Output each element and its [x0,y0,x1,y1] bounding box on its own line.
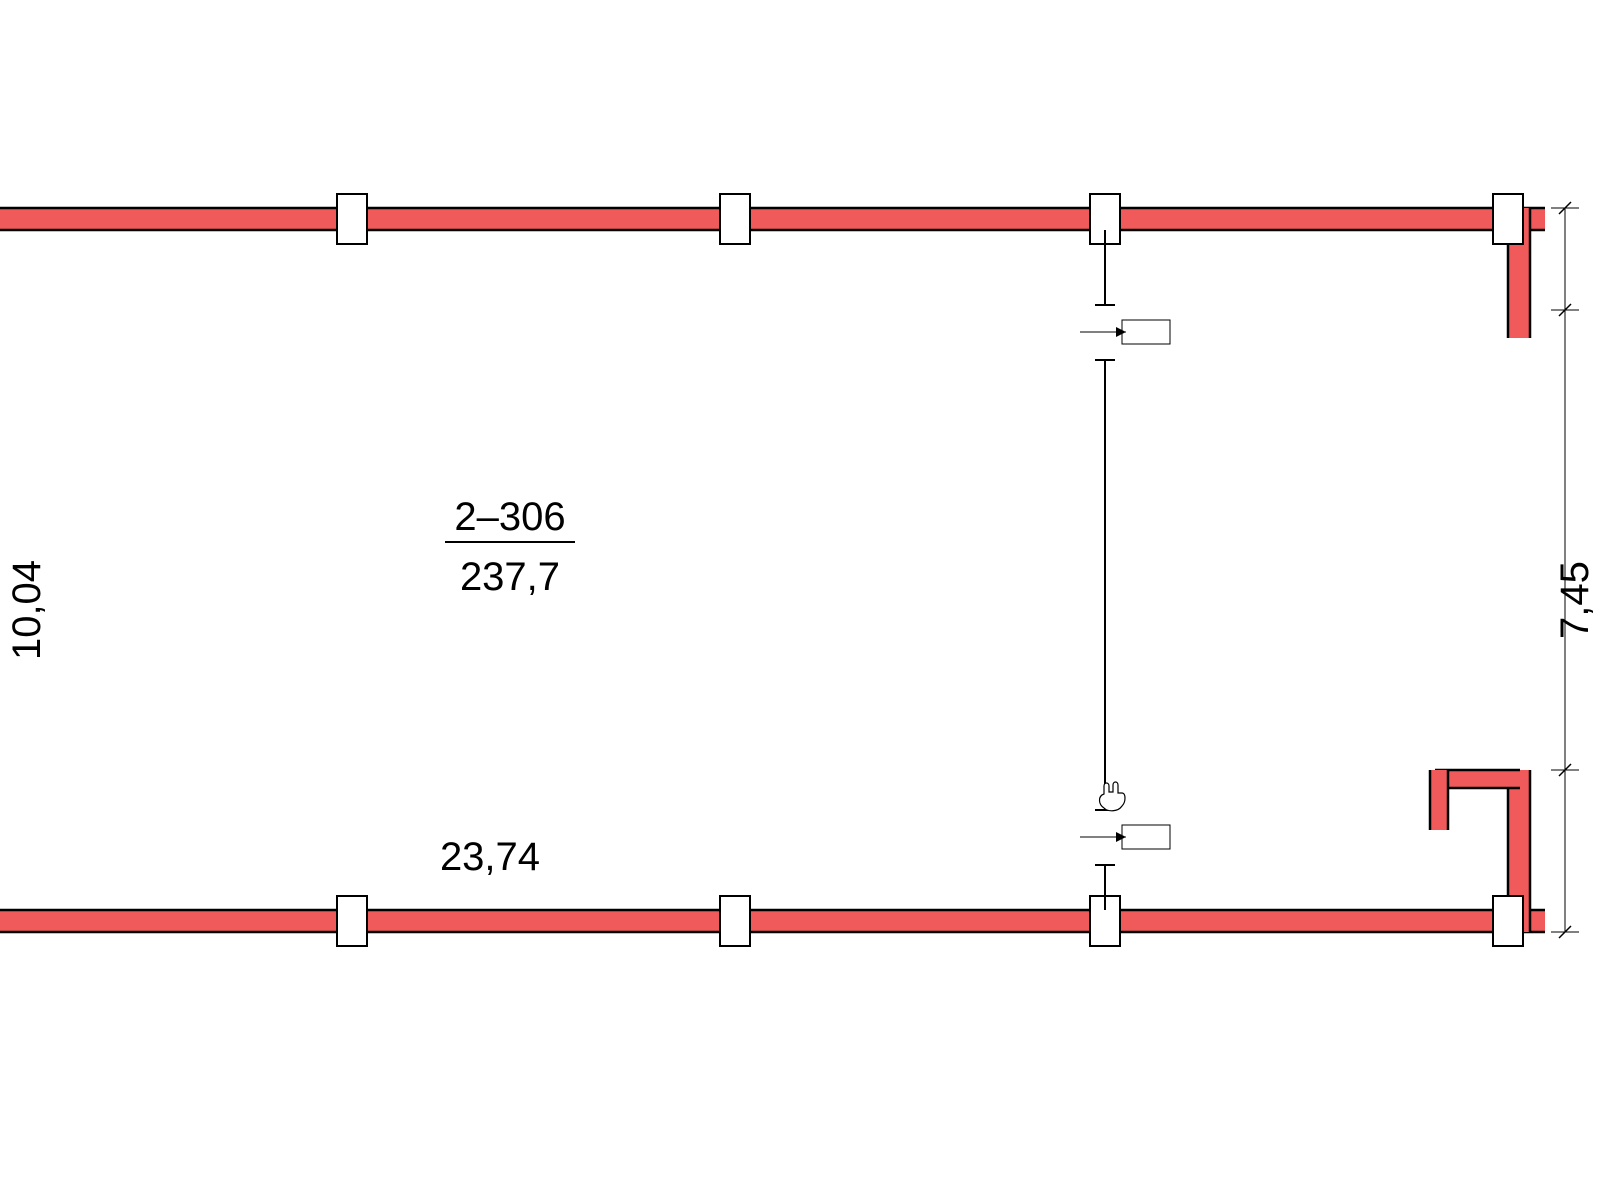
pilaster-bottom-3 [1493,896,1523,946]
labels-layer: 2–306 237,7 23,74 10,04 7,45 [5,495,1597,879]
door-top-leaf [1122,320,1170,344]
pilaster-top-1 [720,194,750,244]
door-bottom-leaf [1122,825,1170,849]
doors-layer [1080,320,1170,849]
room-id-label: 2–306 [454,495,565,539]
inner-stub-v [1430,770,1448,830]
pilaster-top-3 [1493,194,1523,244]
pilaster-bottom-1 [720,896,750,946]
bottom-wall [0,910,1545,932]
walls-layer [0,208,1545,932]
pilaster-top-0 [337,194,367,244]
grab-cursor-icon [1100,782,1126,811]
top-wall [0,208,1545,230]
right-dimension-partial: 7,45 [1553,561,1597,639]
pilaster-bottom-0 [337,896,367,946]
width-dimension: 23,74 [440,835,540,879]
room-area-label: 237,7 [460,555,560,599]
height-dimension: 10,04 [5,560,49,660]
cursor-layer [1100,782,1126,811]
floorplan-diagram: 2–306 237,7 23,74 10,04 7,45 [0,0,1600,1200]
